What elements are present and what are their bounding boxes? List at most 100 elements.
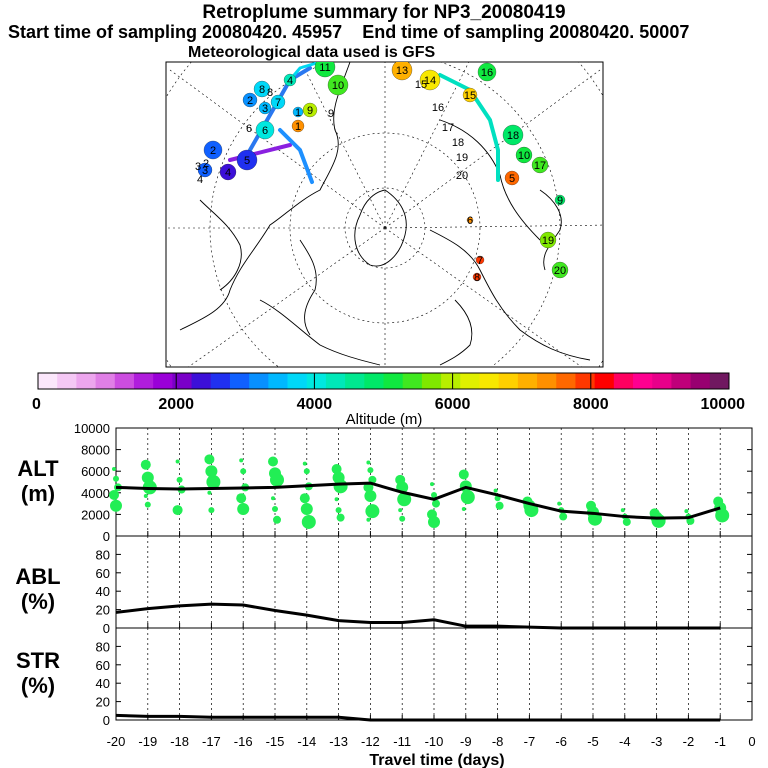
altitude-cluster-dot (461, 507, 466, 511)
colorbar-swatch (133, 373, 154, 389)
trajectory-marker (327, 74, 349, 96)
colorbar-swatch (671, 373, 692, 389)
altitude-cluster-dot (366, 460, 371, 465)
alt-label-line2: (m) (21, 481, 55, 506)
altitude-cluster-dot (458, 469, 469, 480)
altitude-cluster-dot (336, 513, 345, 522)
trajectory-marker-label: 2 (210, 145, 216, 157)
polar-map: 123 4567891011121314151617181920123456789… (165, 47, 604, 368)
abl-label-line1: ABL (15, 564, 60, 589)
altitude-cluster-dot (432, 499, 440, 508)
trajectory-marker (291, 119, 305, 133)
altitude-cluster-dot (300, 503, 313, 515)
colorbar-swatch (345, 373, 365, 389)
trajectory-marker-label: 1 (295, 121, 301, 133)
x-tick-label: -15 (266, 734, 285, 749)
altitude-cluster-dot (430, 482, 434, 487)
trajectory-day-label: 8 (267, 87, 273, 99)
colorbar-swatch (652, 373, 672, 389)
end-time-label: End time of sampling 20080420. 50007 (362, 22, 690, 42)
trajectory-marker-label: 15 (464, 90, 476, 102)
x-tick-label: -10 (425, 734, 444, 749)
altitude-cluster-dot (109, 489, 119, 500)
altitude-cluster-dot (399, 515, 406, 522)
x-tick-label: -11 (393, 734, 411, 749)
colorbar-tick-label: 4000 (297, 396, 333, 413)
panel-str: 0 20 40 60 80 (96, 627, 753, 728)
trajectory-marker (551, 261, 569, 279)
trajectory-marker (270, 94, 286, 110)
colorbar-tick-label: 2000 (158, 396, 194, 413)
altitude-cluster-dot (524, 503, 539, 518)
trajectory-marker (292, 106, 304, 118)
trajectory-day-label: 19 (456, 152, 468, 164)
y-tick-label: 60 (96, 566, 110, 581)
trajectory-day-label: 9 (328, 108, 334, 120)
y-tick-label: 6000 (81, 464, 110, 479)
x-tick-label: -14 (297, 734, 316, 749)
trajectory-marker (236, 149, 258, 171)
y-tick-label: 60 (96, 658, 110, 673)
str-label-line1: STR (16, 648, 60, 673)
x-tick-label: -1 (714, 734, 726, 749)
altitude-cluster-dot (204, 454, 215, 465)
colorbar-swatch (268, 373, 289, 389)
x-tick-label: -19 (138, 734, 157, 749)
x-axis-label: Travel time (days) (369, 752, 504, 768)
trajectory-marker (255, 120, 275, 140)
colorbar-swatch (57, 373, 77, 389)
x-tick-label: -8 (492, 734, 504, 749)
colorbar-swatch (229, 373, 250, 389)
x-tick-label: -3 (651, 734, 663, 749)
trajectory-marker (258, 101, 272, 115)
colorbar-swatch (172, 373, 193, 389)
altitude-cluster-dot (110, 499, 122, 512)
colorbar-swatch (191, 373, 212, 389)
trajectory-marker (314, 62, 336, 78)
trajectory-marker (419, 69, 441, 91)
colorbar-swatch (153, 373, 173, 389)
y-tick-label: 0 (103, 529, 110, 544)
map-graticule: 123 4567891011121314151617181920123456789… (166, 47, 603, 367)
trajectory-marker-label: 7 (275, 97, 281, 109)
altitude-cluster-dot (622, 517, 631, 526)
x-tick-label: -5 (587, 734, 599, 749)
trajectory-marker-label: 20 (554, 265, 566, 277)
trajectory-marker (539, 231, 557, 249)
series-line (115, 481, 721, 520)
colorbar-swatch (556, 373, 576, 389)
y-tick-label: 40 (96, 676, 110, 691)
altitude-cluster-dot (493, 488, 498, 493)
altitude-cluster-dot (333, 479, 348, 494)
time-series-panels: 0 2000 4000 6000 8000 10000 0 20 40 60 80 0 20 40 60 80… (74, 421, 756, 749)
trajectory-marker-label: 16 (481, 67, 493, 79)
trajectory-marker (475, 255, 485, 265)
altitude-cluster-dot (620, 508, 625, 513)
trajectory-marker-label: 9 (307, 105, 313, 117)
altitude-cluster-dot (299, 493, 310, 504)
trajectory-marker-label: 8 (259, 84, 265, 96)
trajectory-marker (515, 146, 533, 164)
trajectory-marker-label: 8 (474, 272, 480, 284)
x-tick-label: -13 (329, 734, 348, 749)
altitude-cluster-dot (175, 459, 180, 464)
colorbar-swatch (613, 373, 634, 389)
trajectory-day-label: 18 (452, 137, 464, 149)
altitude-cluster-dot (398, 508, 403, 513)
altitude-colorbar: 0 2000 4000 6000 8000 10000 (32, 372, 745, 413)
altitude-cluster-dot (206, 475, 221, 489)
y-tick-label: 4000 (81, 486, 110, 501)
trajectory-marker (380, 47, 390, 57)
x-tick-label: -16 (234, 734, 253, 749)
trajectory-marker (554, 194, 566, 206)
altitude-cluster-dot (331, 464, 342, 475)
panel-labels: ALT (m) ABL (%) STR (%) (15, 456, 60, 698)
altitude-cluster-dot (176, 476, 183, 483)
y-tick-label: 20 (96, 695, 110, 710)
y-tick-label: 40 (96, 584, 110, 599)
trajectory-marker (203, 140, 223, 160)
colorbar-swatch (498, 373, 519, 389)
colorbar-swatch (114, 373, 135, 389)
trajectory-marker (197, 162, 213, 178)
